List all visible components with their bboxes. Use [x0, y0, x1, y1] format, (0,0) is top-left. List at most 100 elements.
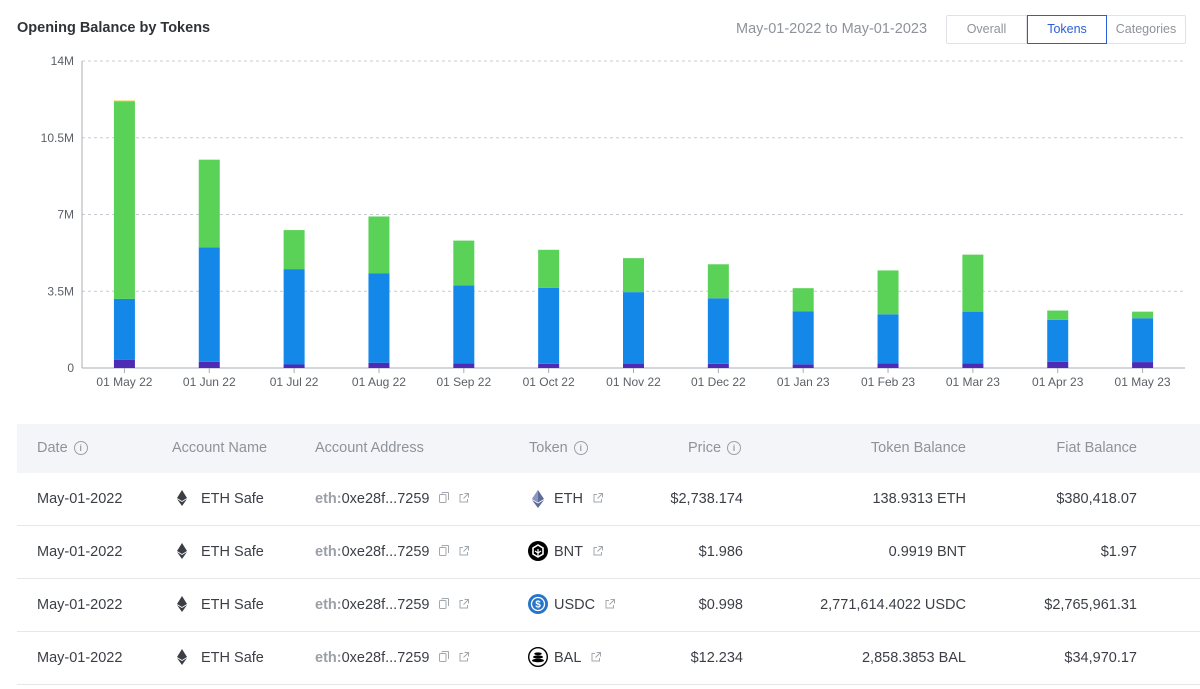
bar-segment — [707, 264, 729, 299]
y-tick-label: 14M — [51, 54, 74, 68]
balances-table: Date i Account Name Account Address Token… — [17, 424, 1200, 685]
bar-segment — [962, 254, 984, 312]
column-header-price[interactable]: Price i — [688, 424, 742, 473]
bar-segment — [198, 247, 220, 362]
cell-price: $2,738.174 — [670, 491, 743, 507]
cell-token: $ USDC — [528, 579, 616, 631]
cell-account-name: ETH Safe — [177, 473, 264, 525]
external-link-icon[interactable] — [605, 579, 616, 609]
column-header-account-name[interactable]: Account Name — [172, 440, 268, 456]
column-header-date[interactable]: Date i — [37, 424, 88, 473]
bar-segment — [453, 240, 475, 286]
x-tick-label: 01 Jun 22 — [183, 375, 236, 389]
table-row[interactable]: May-01-2022 ETH Safe eth:0xe28f...7259 ETH $… — [17, 473, 1200, 526]
column-header-account-address[interactable]: Account Address — [315, 440, 424, 456]
info-icon[interactable]: i — [573, 441, 588, 455]
bar-segment — [877, 363, 899, 368]
ethereum-icon — [177, 529, 187, 559]
x-tick-label: 01 May 22 — [96, 375, 152, 389]
usdc-icon: $ — [528, 584, 548, 614]
y-tick-label: 10.5M — [41, 131, 74, 145]
external-link-icon[interactable] — [459, 526, 470, 556]
cell-date: May-01-2022 — [37, 491, 123, 507]
x-tick-label: 01 Oct 22 — [523, 375, 575, 389]
tab-categories[interactable]: Categories — [1107, 15, 1186, 44]
cell-token: ETH — [528, 473, 603, 525]
x-tick-label: 01 Nov 22 — [606, 375, 661, 389]
cell-date: May-01-2022 — [37, 650, 123, 666]
token-symbol: USDC — [554, 597, 596, 613]
bar-segment — [368, 216, 390, 274]
external-link-icon[interactable] — [593, 473, 603, 503]
x-tick-label: 01 Apr 23 — [1032, 375, 1084, 389]
external-link-icon[interactable] — [459, 473, 470, 503]
page-title: Opening Balance by Tokens — [17, 20, 211, 36]
bar-segment — [623, 258, 644, 293]
tab-tokens[interactable]: Tokens — [1027, 15, 1107, 44]
bar-segment — [368, 362, 390, 368]
external-link-icon[interactable] — [593, 526, 603, 556]
account-name: ETH Safe — [201, 491, 264, 507]
bar-segment — [707, 363, 729, 368]
cell-account-address: eth:0xe28f...7259 — [315, 473, 470, 525]
bar-segment — [198, 361, 220, 368]
date-range[interactable]: May-01-2022 to May-01-2023 — [736, 21, 928, 37]
copy-icon[interactable] — [439, 526, 450, 556]
external-link-icon[interactable] — [459, 579, 470, 609]
ethereum-icon — [177, 635, 187, 665]
cell-token: BNT — [528, 526, 603, 578]
x-tick-label: 01 Jan 23 — [777, 375, 830, 389]
info-icon[interactable]: i — [73, 441, 88, 455]
bar-segment — [1132, 362, 1154, 368]
copy-icon[interactable] — [439, 632, 450, 662]
bar-segment — [962, 311, 984, 364]
bar-segment — [1132, 311, 1154, 319]
cell-price: $1.986 — [698, 544, 743, 560]
bar-segment — [538, 363, 560, 368]
column-header-fiat-balance[interactable]: Fiat Balance — [1056, 440, 1137, 456]
cell-token-balance: 2,771,614.4022 USDC — [820, 597, 966, 613]
y-tick-label: 3.5M — [47, 284, 74, 298]
bar-segment — [1132, 318, 1154, 363]
bar-segment — [792, 364, 814, 368]
x-tick-label: 01 May 23 — [1115, 375, 1171, 389]
column-header-token-balance[interactable]: Token Balance — [870, 440, 966, 456]
account-name: ETH Safe — [201, 650, 264, 666]
bar-segment — [538, 249, 560, 288]
table-row[interactable]: May-01-2022 ETH Safe eth:0xe28f...7259 $ USD… — [17, 579, 1200, 632]
cell-account-name: ETH Safe — [177, 526, 264, 578]
bar-segment — [792, 288, 814, 312]
bar-segment — [283, 364, 305, 368]
table-row[interactable]: May-01-2022 ETH Safe eth:0xe28f...7259 BAL $… — [17, 632, 1200, 685]
address-text: 0xe28f...7259 — [341, 650, 430, 666]
bar-segment — [792, 311, 814, 365]
eth-icon — [532, 478, 544, 508]
bar-segment — [1047, 310, 1069, 320]
bar-segment — [1047, 319, 1069, 362]
token-symbol: BAL — [554, 650, 582, 666]
cell-account-address: eth:0xe28f...7259 — [315, 632, 470, 684]
copy-icon[interactable] — [439, 579, 450, 609]
view-tabs: Overall Tokens Categories — [946, 15, 1186, 44]
external-link-icon[interactable] — [591, 632, 602, 662]
column-header-token[interactable]: Token i — [529, 424, 588, 473]
token-symbol: ETH — [554, 491, 583, 507]
stacked-bar-chart: 0 3.5M 7M 10.5M 14M 01 May 22 01 Jun 22 01 Jul … — [41, 54, 1185, 389]
bal-icon — [527, 637, 549, 668]
address-chain-prefix: eth: — [315, 650, 342, 666]
bar-segment — [283, 230, 305, 270]
info-icon[interactable]: i — [727, 441, 742, 455]
x-tick-label: 01 Jul 22 — [270, 375, 319, 389]
address-chain-prefix: eth: — [315, 491, 342, 507]
bar-segment — [113, 101, 135, 299]
account-name: ETH Safe — [201, 544, 264, 560]
bar-segment — [453, 363, 475, 368]
external-link-icon[interactable] — [459, 632, 470, 662]
account-name: ETH Safe — [201, 597, 264, 613]
cell-fiat-balance: $2,765,961.31 — [1044, 597, 1137, 613]
table-row[interactable]: May-01-2022 ETH Safe eth:0xe28f...7259 BNT $… — [17, 526, 1200, 579]
tab-overall[interactable]: Overall — [946, 15, 1027, 44]
cell-token-balance: 2,858.3853 BAL — [861, 650, 966, 666]
copy-icon[interactable] — [439, 473, 450, 503]
bar-segment — [623, 363, 644, 368]
